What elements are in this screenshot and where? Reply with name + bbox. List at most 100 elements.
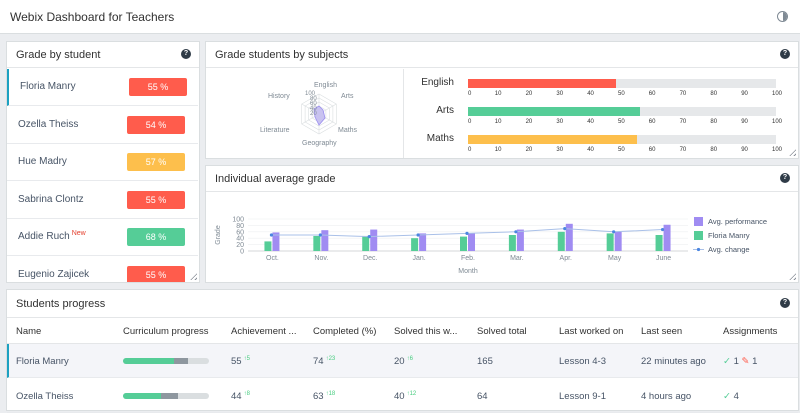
curriculum-progress-bar [123,393,209,399]
point-avg-change [514,230,518,234]
point-avg-change [269,233,274,237]
grade-badge: 55 % [127,190,185,209]
tick-label: 90 [741,119,748,125]
y-tick-label: 20 [236,242,244,249]
bar-floria-manry [313,235,321,251]
subject-bar [468,79,616,88]
panel-title: Grade students by subjects [215,49,349,61]
student-row[interactable]: Floria Manry 55 % [7,69,198,106]
assignments-done: 4 [733,391,739,402]
completed-value: 63 [313,391,324,402]
student-row[interactable]: Ozella Theiss 54 % [7,107,198,144]
column-header[interactable]: Last seen [641,326,683,337]
resize-handle-icon[interactable] [789,273,796,280]
solved-total-value: 64 [477,391,488,402]
tick-label: 0 [468,147,472,153]
x-tick-label: Jan. [412,255,425,262]
new-badge: New [71,230,86,237]
column-header[interactable]: Achievement ... [231,326,297,337]
panel-header: Individual average grade ? [206,166,798,192]
last-worked-on-value: Lesson 9-1 [559,391,607,402]
help-icon[interactable]: ? [181,49,191,59]
bar-floria-manry [508,235,516,251]
contrast-icon[interactable] [777,11,788,22]
tick-label: 60 [648,147,656,153]
grade-badge: 55 % [127,265,185,282]
student-name-wrap: Addie Ruch New [18,230,86,242]
column-header[interactable]: Solved total [477,326,527,337]
table-row[interactable]: Floria Manry 55 ↑5 74 ↑23 20 ↑6 165 Lesson 4-3 22… [7,344,798,378]
help-icon[interactable]: ? [780,298,790,308]
solved-total: 165 [477,356,493,367]
y-tick-label: 100 [232,217,244,224]
student-name: Hue Madry [18,156,67,167]
tick-label: 10 [494,91,502,97]
bar-avg-performance [565,223,573,251]
panel-header: Grade students by subjects ? [206,42,798,68]
legend-swatch-point [696,247,701,252]
solved-total-value: 165 [477,356,493,367]
student-row[interactable]: Addie Ruch New 68 % [7,219,198,256]
column-header[interactable]: Name [16,326,42,337]
column-header[interactable]: Completed (%) [313,326,377,337]
student-row[interactable]: Sabrina Clontz 55 % [7,182,198,219]
subject-label: Arts [436,105,454,116]
progress-done [123,358,174,364]
student-name: Sabrina Clontz [18,193,84,205]
top-bar: Webix Dashboard for Teachers [0,0,800,34]
last-seen: 4 hours ago [641,391,691,402]
solved-week-change: ↑6 [406,356,413,362]
x-tick-label: Feb. [461,255,475,262]
student-name: Addie Ruch [18,231,70,242]
tick-label: 20 [525,119,533,125]
tick-label: 0 [468,91,472,97]
completed-value: 74 [313,356,324,367]
y-tick-label: 40 [236,236,244,243]
help-icon[interactable]: ? [780,49,790,59]
bar-avg-performance [614,231,622,251]
bar-floria-manry [557,231,565,251]
resize-handle-icon[interactable] [190,273,197,280]
table-row[interactable]: Ozella Theiss 44 ↑8 63 ↑18 40 ↑12 64 Lesson 9-1 4… [7,379,798,413]
student-row[interactable]: Eugenio Zajicek 55 % [7,257,198,282]
point-avg-change [563,227,567,231]
resize-handle-icon[interactable] [789,149,796,156]
radar-axis-history: History [268,93,290,100]
student-row[interactable]: Hue Madry 57 % [7,144,198,181]
column-header[interactable]: Assignments [723,326,778,337]
assignments-edit: 1 [752,356,758,367]
column-header[interactable]: Solved this w... [394,326,458,337]
check-icon: ✓ [723,356,734,367]
tick-label: 90 [741,91,748,97]
tick-label: 80 [710,147,718,153]
legend-swatch [694,217,703,226]
divider [403,69,404,158]
radar-area [313,105,326,126]
point-avg-change [367,235,371,239]
grade-badge: 54 % [127,115,185,134]
bar-avg-performance [419,233,427,251]
column-header[interactable]: Curriculum progress [123,326,209,337]
help-icon[interactable]: ? [780,173,790,183]
bar-floria-manry [362,235,370,251]
y-axis-label: Grade [215,225,222,245]
y-tick-label: 80 [236,223,244,230]
tick-label: 30 [556,147,564,153]
radar-scale-20: 20 [310,111,317,117]
legend-label: Avg. change [708,245,750,254]
column-header[interactable]: Last worked on [559,326,624,337]
student-name: Ozella Theiss [18,118,79,130]
panel-title: Students progress [16,298,106,310]
bar-floria-manry [655,235,663,251]
radar-scale-80: 80 [310,96,317,102]
tick-label: 50 [618,119,625,125]
tick-label: 80 [710,91,718,97]
grade-badge: 68 % [127,228,185,246]
legend-label: Floria Manry [708,231,750,240]
grade-badge: 55 % [129,78,187,96]
tick-label: 50 [618,91,625,97]
curriculum-progress-bar [123,358,209,364]
tick-label: 90 [741,147,748,153]
check-icon: ✓ [723,391,734,402]
achievement-value: 44 [231,391,242,402]
